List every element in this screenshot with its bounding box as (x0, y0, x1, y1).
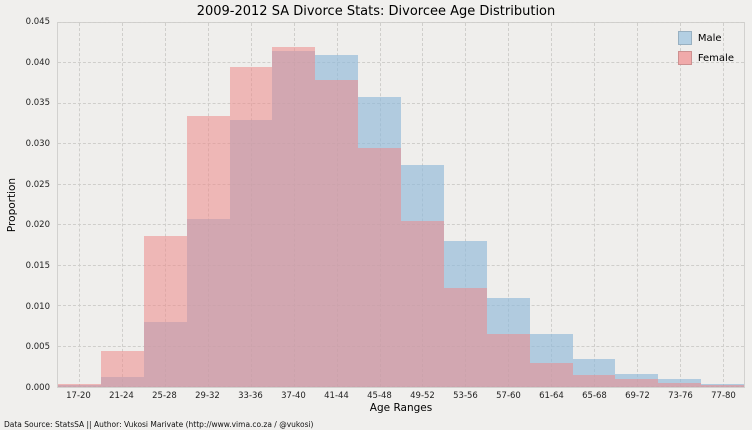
bar-female (572, 374, 616, 387)
x-tick-label: 61-64 (539, 391, 564, 401)
bar-group (615, 23, 659, 387)
legend: Male Female (677, 31, 734, 65)
y-axis: 0.000 0.005 0.010 0.015 0.020 0.025 0.030 0.035… (0, 17, 54, 393)
bar-female (315, 79, 359, 387)
gridline-vertical (636, 23, 638, 387)
x-tick-label: 25-28 (152, 391, 177, 401)
legend-swatch-male (677, 31, 692, 45)
bar-group (272, 23, 316, 387)
y-tick-label: 0.015 (25, 261, 50, 272)
bar-group (358, 23, 401, 387)
gridline-vertical (79, 23, 81, 387)
x-tick-label: 65-68 (582, 391, 607, 401)
bar-group (143, 23, 187, 387)
gridline-vertical (593, 23, 595, 387)
legend-item-male: Male (677, 31, 734, 45)
chart-title: 2009-2012 SA Divorce Stats: Divorcee Age… (196, 4, 556, 19)
x-tick-label: 73-76 (668, 391, 693, 401)
gridline-vertical (508, 23, 510, 387)
bar-group (486, 23, 530, 387)
y-tick-label: 0.030 (25, 139, 50, 150)
x-tick-label: 37-40 (281, 391, 306, 401)
gridline-vertical (165, 23, 167, 387)
x-tick-label: 57-60 (496, 391, 521, 401)
bar-female (658, 382, 702, 387)
bar-female (401, 221, 444, 387)
bar-female (58, 383, 101, 387)
x-tick-label: 21-24 (109, 391, 134, 401)
bars-layer (58, 23, 744, 387)
footer-text: Data Source: StatsSA || Author: Vukosi M… (4, 420, 314, 429)
bar-female (272, 47, 316, 387)
legend-label-male: Male (697, 32, 722, 44)
bar-female (186, 116, 230, 387)
y-tick-label: 0.010 (25, 301, 50, 312)
bar-group (186, 23, 230, 387)
gridline-vertical (465, 23, 467, 387)
x-tick-label: 45-48 (367, 391, 392, 401)
legend-item-female: Female (677, 51, 734, 65)
y-tick-label: 0.045 (25, 17, 50, 27)
gridline-horizontal (58, 62, 744, 64)
bar-female (229, 66, 273, 387)
y-tick-label: 0.040 (25, 57, 50, 68)
bar-group (401, 23, 444, 387)
bar-female (701, 385, 744, 387)
bar-group (443, 23, 487, 387)
gridline-horizontal (58, 143, 744, 145)
bar-male (701, 383, 744, 387)
y-tick-label: 0.000 (25, 383, 50, 393)
bar-female (143, 235, 187, 387)
plot-area: Male Female (57, 22, 745, 388)
bar-female (615, 378, 659, 387)
gridline-vertical (122, 23, 124, 387)
x-tick-label: 69-72 (625, 391, 650, 401)
bar-group (58, 23, 101, 387)
gridline-vertical (551, 23, 553, 387)
x-tick-label: 29-32 (195, 391, 220, 401)
y-tick-label: 0.020 (25, 220, 50, 231)
legend-label-female: Female (697, 52, 734, 64)
bar-group (658, 23, 702, 387)
bar-group (229, 23, 273, 387)
bar-female (100, 350, 144, 387)
x-tick-label: 77-80 (711, 391, 736, 401)
bar-group (529, 23, 573, 387)
y-tick-label: 0.035 (25, 98, 50, 109)
bar-female (358, 148, 401, 387)
x-tick-label: 17-20 (66, 391, 91, 401)
legend-swatch-female (677, 51, 692, 65)
x-tick-label: 41-44 (324, 391, 349, 401)
bar-female (529, 362, 573, 387)
x-tick-label: 33-36 (238, 391, 263, 401)
gridline-vertical (722, 23, 724, 387)
bar-group (100, 23, 144, 387)
gridline-vertical (679, 23, 681, 387)
bar-group (315, 23, 359, 387)
gridline-horizontal (58, 102, 744, 104)
bar-female (486, 334, 530, 387)
bar-female (443, 287, 487, 387)
y-tick-label: 0.005 (25, 342, 50, 353)
bar-male (658, 378, 702, 387)
gridline-horizontal (58, 22, 744, 23)
bar-group (701, 23, 744, 387)
x-tick-label: 49-52 (410, 391, 435, 401)
x-axis: 17-20 21-24 25-28 29-32 33-36 37-40 41-44 45-48… (57, 391, 745, 401)
x-tick-label: 53-56 (453, 391, 478, 401)
x-axis-label: Age Ranges (369, 402, 433, 414)
bar-group (572, 23, 616, 387)
y-tick-label: 0.025 (25, 179, 50, 190)
